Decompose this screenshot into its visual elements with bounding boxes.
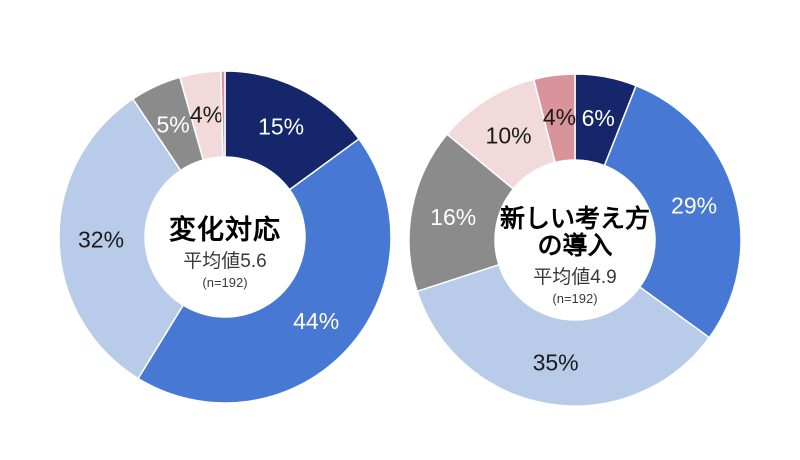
donut-chart-new-thinking: 6% 29% 35% 16% 10% 4% 新しい考え方 の導入 平均値4.9 (n=19… — [405, 70, 745, 410]
segment-percentage-label: 16% — [430, 204, 476, 230]
segment-percentage-label: 6% — [582, 105, 615, 131]
donut-segment — [58, 98, 184, 380]
segment-percentage-label: 32% — [78, 226, 124, 252]
donut-chart-change-adaptation: 15% 44% 32% 5% 4% 変化対応 平均値5.6 (n=192) — [55, 67, 395, 407]
donut-plot-area: 6% 29% 35% 16% 10% 4% — [405, 70, 745, 410]
segment-percentage-label: 29% — [671, 192, 717, 218]
donut-svg: 6% 29% 35% 16% 10% 4% — [408, 73, 742, 407]
donut-segment — [220, 70, 226, 158]
donut-segment — [532, 73, 576, 164]
segment-percentage-label: 4% — [543, 104, 576, 130]
segment-percentage-label: 5% — [156, 111, 189, 137]
donut-svg: 15% 44% 32% 5% 4% — [58, 70, 392, 404]
donut-segment — [416, 263, 711, 407]
segment-percentage-label: 44% — [293, 308, 339, 334]
donut-segment — [408, 133, 515, 293]
segment-percentage-label: 35% — [533, 349, 579, 375]
segment-percentage-label: 15% — [258, 113, 304, 139]
segment-percentage-label: 10% — [486, 122, 532, 148]
donut-plot-area: 15% 44% 32% 5% 4% — [55, 67, 395, 407]
segment-percentage-label: 4% — [190, 101, 223, 127]
donut-segment — [603, 84, 742, 339]
donut-segment — [137, 138, 392, 404]
